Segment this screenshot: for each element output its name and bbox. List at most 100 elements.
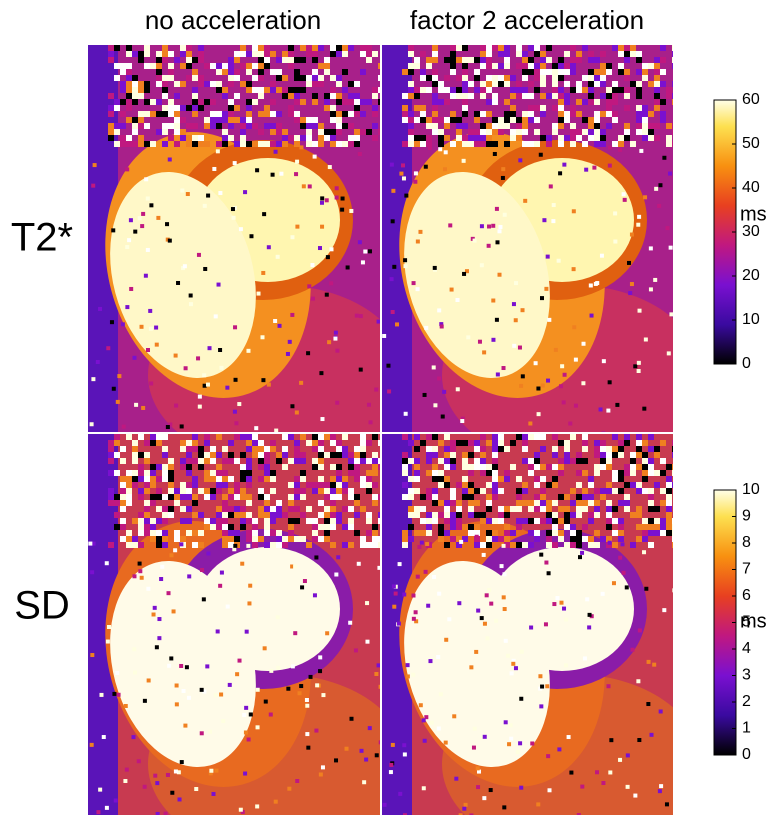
noise-pixel <box>108 45 114 51</box>
noise-pixel <box>133 670 138 675</box>
noise-pixel <box>340 196 345 201</box>
noise-pixel <box>198 452 204 458</box>
noise-pixel <box>365 639 370 644</box>
noise-pixel <box>378 518 380 524</box>
noise-pixel <box>570 63 576 69</box>
noise-pixel <box>438 470 444 476</box>
noise-pixel <box>324 135 330 141</box>
noise-pixel <box>475 766 480 771</box>
noise-pixel <box>240 45 246 51</box>
noise-pixel <box>648 458 654 464</box>
noise-pixel <box>654 81 660 87</box>
noise-pixel <box>444 637 449 642</box>
noise-pixel <box>362 780 367 785</box>
noise-pixel <box>232 409 237 414</box>
noise-pixel <box>540 81 546 87</box>
noise-pixel <box>290 664 295 669</box>
noise-pixel <box>264 530 270 536</box>
noise-pixel <box>173 769 178 774</box>
noise-pixel <box>104 561 109 566</box>
noise-pixel <box>461 158 466 163</box>
noise-pixel <box>270 518 276 524</box>
noise-pixel <box>492 440 498 446</box>
noise-pixel <box>432 494 438 500</box>
noise-pixel <box>474 524 480 530</box>
noise-pixel <box>137 216 142 221</box>
noise-pixel <box>282 93 288 99</box>
noise-pixel <box>504 530 510 536</box>
noise-pixel <box>618 446 624 452</box>
noise-pixel <box>576 57 582 63</box>
noise-pixel <box>269 668 274 673</box>
noise-pixel <box>438 99 444 105</box>
noise-pixel <box>466 335 471 340</box>
noise-pixel <box>402 141 408 147</box>
noise-pixel <box>180 464 186 470</box>
noise-pixel <box>456 500 462 506</box>
noise-pixel <box>192 93 198 99</box>
noise-pixel <box>595 281 600 286</box>
noise-pixel <box>642 406 647 411</box>
noise-pixel <box>588 117 594 123</box>
noise-pixel <box>540 105 546 111</box>
noise-pixel <box>366 470 372 476</box>
noise-pixel <box>562 162 567 167</box>
noise-pixel <box>336 123 342 129</box>
noise-pixel <box>594 141 600 147</box>
noise-pixel <box>501 543 506 548</box>
noise-pixel <box>169 656 174 661</box>
noise-pixel <box>594 512 600 518</box>
noise-pixel <box>270 172 275 177</box>
noise-pixel <box>306 440 312 446</box>
noise-pixel <box>612 434 618 440</box>
noise-pixel <box>336 111 342 117</box>
noise-pixel <box>302 431 307 432</box>
noise-pixel <box>504 111 510 117</box>
noise-pixel <box>443 740 448 745</box>
noise-pixel <box>165 772 170 777</box>
noise-pixel <box>306 51 312 57</box>
noise-pixel <box>336 129 342 135</box>
noise-pixel <box>486 243 491 248</box>
noise-pixel <box>162 476 168 482</box>
noise-pixel <box>216 141 222 147</box>
noise-pixel <box>486 530 492 536</box>
noise-pixel <box>294 494 300 500</box>
noise-pixel <box>391 584 396 589</box>
noise-pixel <box>642 530 648 536</box>
noise-pixel <box>126 81 132 87</box>
noise-pixel <box>456 123 462 129</box>
noise-pixel <box>491 337 496 342</box>
noise-pixel <box>534 75 540 81</box>
noise-pixel <box>155 781 160 786</box>
noise-pixel <box>438 476 444 482</box>
noise-pixel <box>540 464 546 470</box>
noise-pixel <box>546 93 552 99</box>
noise-pixel <box>210 446 216 452</box>
noise-pixel <box>88 541 93 546</box>
noise-pixel <box>462 476 468 482</box>
noise-pixel <box>354 476 360 482</box>
noise-pixel <box>540 383 545 388</box>
noise-pixel <box>288 518 294 524</box>
noise-pixel <box>206 551 211 556</box>
noise-pixel <box>233 543 238 548</box>
noise-pixel <box>630 542 636 548</box>
noise-pixel <box>342 452 348 458</box>
noise-pixel <box>606 464 612 470</box>
noise-pixel <box>522 434 528 440</box>
noise-pixel <box>542 218 547 223</box>
noise-pixel <box>486 57 492 63</box>
noise-pixel <box>468 506 474 512</box>
noise-pixel <box>534 518 540 524</box>
noise-pixel <box>534 482 540 488</box>
noise-pixel <box>463 802 468 807</box>
noise-pixel <box>282 87 288 93</box>
noise-pixel <box>516 434 522 440</box>
noise-pixel <box>372 482 378 488</box>
noise-pixel <box>522 69 528 75</box>
noise-pixel <box>342 434 348 440</box>
noise-pixel <box>492 476 498 482</box>
noise-pixel <box>202 203 207 208</box>
noise-pixel <box>420 105 426 111</box>
